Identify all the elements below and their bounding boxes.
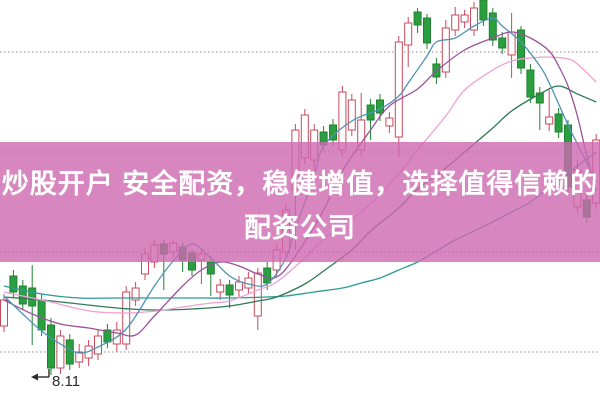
- candle-up: [0, 299, 8, 327]
- candle-up: [75, 351, 84, 363]
- candle-up: [460, 14, 469, 23]
- candle-down: [37, 299, 46, 331]
- candle-up: [94, 335, 102, 355]
- candle-up: [404, 22, 413, 46]
- candle-up: [253, 272, 262, 317]
- candle-down: [526, 69, 535, 98]
- ad-banner-overlay: 炒股开户 安全配资，稳健增值，选择值得信赖的 配资公司: [0, 142, 600, 262]
- banner-text-line1: 炒股开户 安全配资，稳健增值，选择值得信赖的: [1, 169, 599, 199]
- candle-up: [235, 281, 243, 291]
- candle-down: [65, 339, 74, 365]
- candle-down: [47, 324, 55, 369]
- candle-up: [545, 116, 554, 125]
- banner-text-line2: 配资公司: [244, 213, 356, 243]
- candle-down: [225, 284, 234, 296]
- candle-down: [498, 37, 507, 49]
- candle-down: [423, 17, 431, 44]
- candle-down: [9, 275, 18, 293]
- candle-down: [535, 92, 544, 104]
- candle-down: [413, 11, 422, 26]
- candle-down: [376, 99, 384, 114]
- candle-down: [479, 0, 488, 21]
- candle-up: [122, 291, 131, 345]
- candle-down: [206, 261, 215, 275]
- candle-up: [385, 117, 394, 127]
- candle-up: [470, 7, 478, 31]
- candle-down: [263, 267, 272, 284]
- candle-up: [451, 14, 460, 31]
- candle-up: [216, 284, 225, 293]
- candle-up: [347, 99, 356, 131]
- candle-up: [394, 41, 403, 138]
- low-price-label: 8.11: [52, 373, 80, 390]
- candle-up: [131, 287, 140, 301]
- annotation-arrow-head: [31, 373, 38, 381]
- candle-down: [488, 12, 497, 41]
- candle-down: [517, 29, 525, 69]
- candle-up: [441, 27, 450, 73]
- candle-down: [554, 113, 563, 133]
- candle-up: [56, 335, 65, 369]
